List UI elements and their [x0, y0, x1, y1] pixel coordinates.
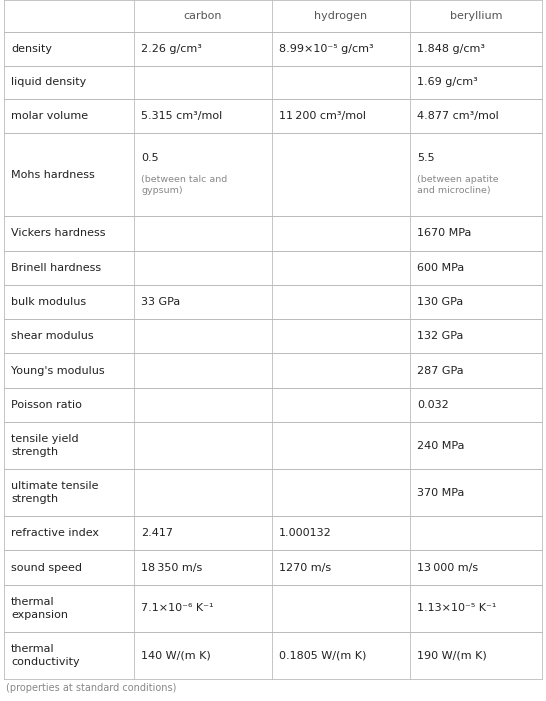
Text: 4.877 cm³/mol: 4.877 cm³/mol [417, 111, 498, 121]
Text: 1.13×10⁻⁵ K⁻¹: 1.13×10⁻⁵ K⁻¹ [417, 604, 496, 613]
Text: carbon: carbon [184, 11, 222, 21]
Text: tensile yield
strength: tensile yield strength [11, 435, 79, 457]
Text: 1270 m/s: 1270 m/s [279, 563, 331, 573]
Text: sound speed: sound speed [11, 563, 82, 573]
Text: thermal
conductivity: thermal conductivity [11, 644, 80, 667]
Text: Vickers hardness: Vickers hardness [11, 229, 105, 238]
Text: 1.69 g/cm³: 1.69 g/cm³ [417, 78, 478, 88]
Text: Poisson ratio: Poisson ratio [11, 400, 82, 410]
Text: 140 W/(m K): 140 W/(m K) [141, 651, 211, 660]
Text: 1.000132: 1.000132 [279, 529, 332, 538]
Text: (properties at standard conditions): (properties at standard conditions) [6, 683, 176, 693]
Text: 130 GPa: 130 GPa [417, 297, 463, 307]
Text: liquid density: liquid density [11, 78, 86, 88]
Text: (between talc and
gypsum): (between talc and gypsum) [141, 175, 227, 196]
Text: 11 200 cm³/mol: 11 200 cm³/mol [279, 111, 366, 121]
Text: 18 350 m/s: 18 350 m/s [141, 563, 202, 573]
Text: 600 MPa: 600 MPa [417, 263, 464, 273]
Text: hydrogen: hydrogen [314, 11, 367, 21]
Text: bulk modulus: bulk modulus [11, 297, 86, 307]
Text: 1670 MPa: 1670 MPa [417, 229, 471, 238]
Text: density: density [11, 44, 52, 54]
Text: molar volume: molar volume [11, 111, 88, 121]
Text: 2.26 g/cm³: 2.26 g/cm³ [141, 44, 202, 54]
Text: 5.5: 5.5 [417, 153, 435, 163]
Text: 7.1×10⁻⁶ K⁻¹: 7.1×10⁻⁶ K⁻¹ [141, 604, 213, 613]
Text: 370 MPa: 370 MPa [417, 488, 465, 498]
Text: 2.417: 2.417 [141, 529, 173, 538]
Text: (between apatite
and microcline): (between apatite and microcline) [417, 175, 498, 196]
Text: refractive index: refractive index [11, 529, 99, 538]
Text: beryllium: beryllium [450, 11, 502, 21]
Text: 240 MPa: 240 MPa [417, 440, 465, 451]
Text: 0.032: 0.032 [417, 400, 449, 410]
Text: Brinell hardness: Brinell hardness [11, 263, 101, 273]
Text: 0.5: 0.5 [141, 153, 159, 163]
Text: shear modulus: shear modulus [11, 332, 93, 341]
Text: 1.848 g/cm³: 1.848 g/cm³ [417, 44, 485, 54]
Text: 287 GPa: 287 GPa [417, 365, 464, 376]
Text: 33 GPa: 33 GPa [141, 297, 180, 307]
Text: 13 000 m/s: 13 000 m/s [417, 563, 478, 573]
Text: 132 GPa: 132 GPa [417, 332, 464, 341]
Text: 8.99×10⁻⁵ g/cm³: 8.99×10⁻⁵ g/cm³ [279, 44, 373, 54]
Text: ultimate tensile
strength: ultimate tensile strength [11, 482, 98, 504]
Text: Mohs hardness: Mohs hardness [11, 170, 95, 179]
Text: 0.1805 W/(m K): 0.1805 W/(m K) [279, 651, 366, 660]
Text: thermal
expansion: thermal expansion [11, 597, 68, 620]
Text: Young's modulus: Young's modulus [11, 365, 105, 376]
Text: 5.315 cm³/mol: 5.315 cm³/mol [141, 111, 222, 121]
Text: 190 W/(m K): 190 W/(m K) [417, 651, 486, 660]
